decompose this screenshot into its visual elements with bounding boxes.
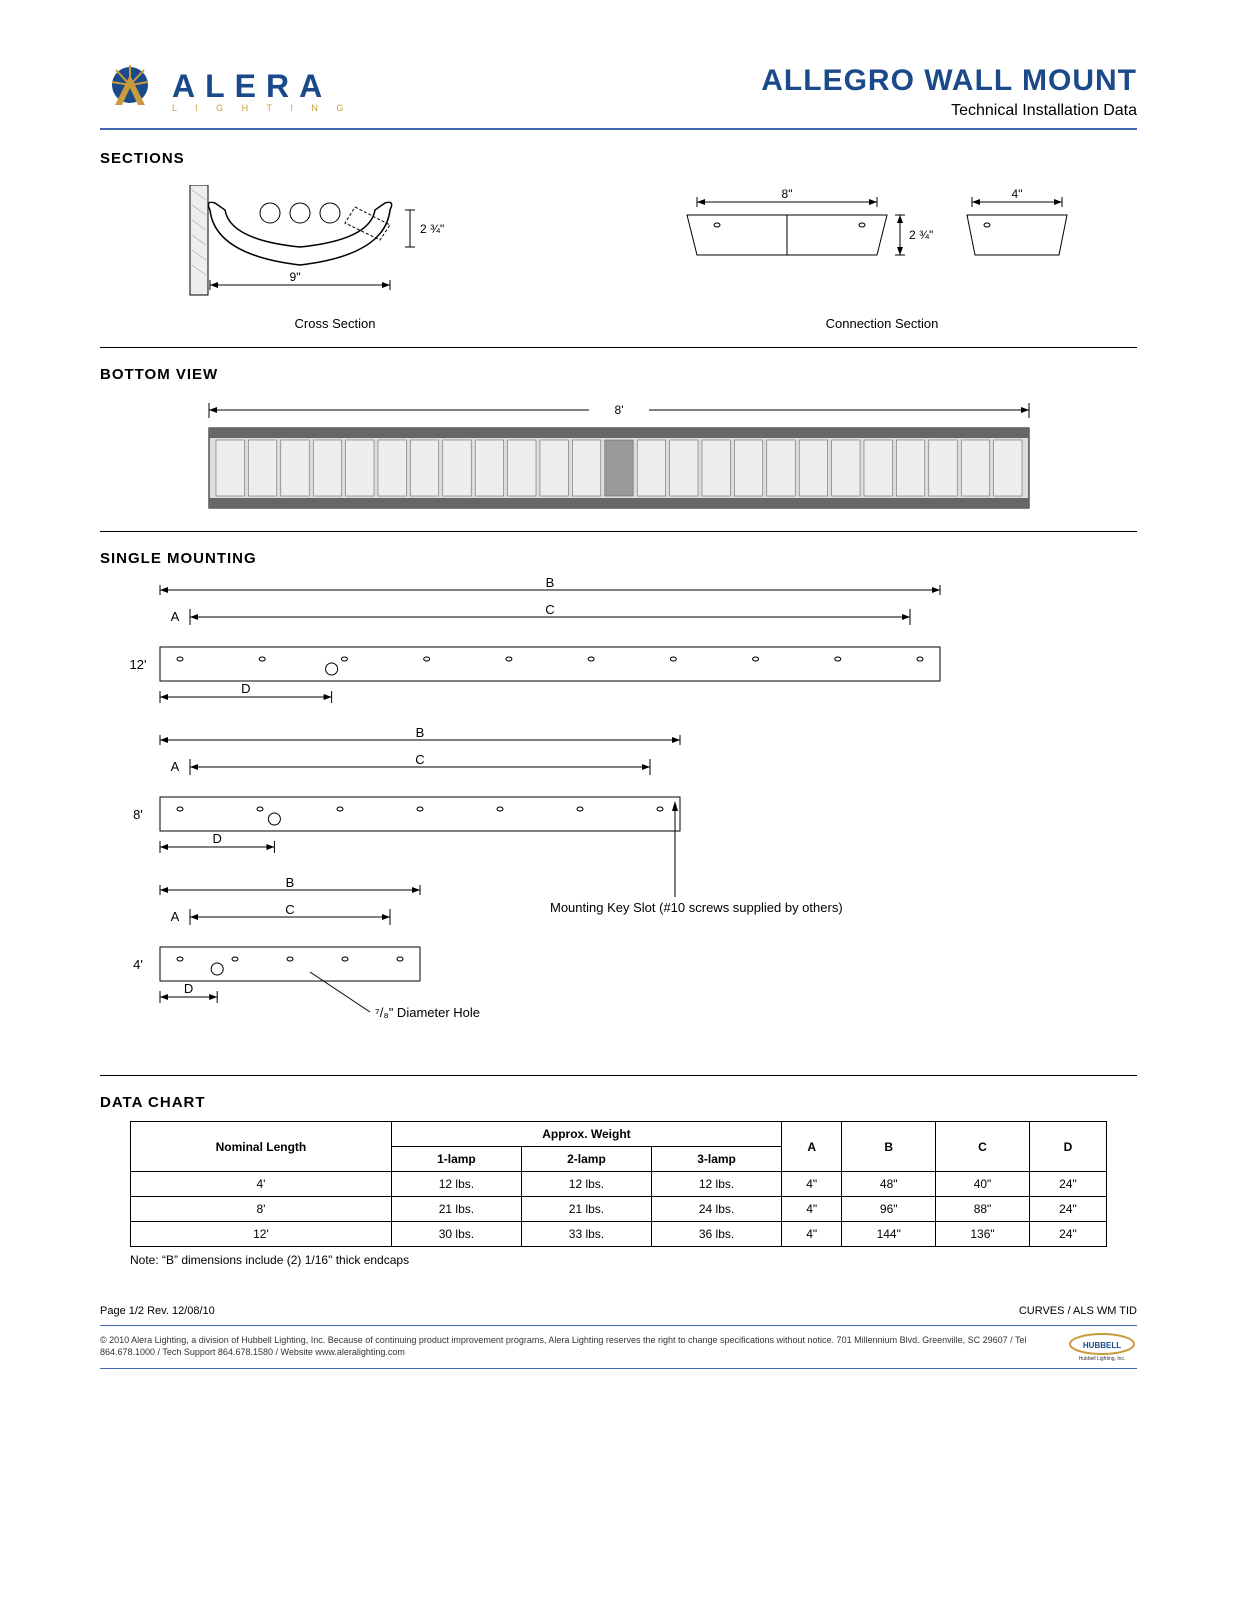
svg-text:C: C (545, 602, 554, 617)
mounting-diagram: B A C 12' D B A C 8' D B A C 4' D Mounting Key Slot (#… (120, 577, 1080, 1067)
col-a: A (782, 1122, 842, 1172)
svg-text:12': 12' (130, 657, 147, 672)
col-nominal: Nominal Length (131, 1122, 392, 1172)
svg-text:8': 8' (133, 807, 143, 822)
hubbell-logo-icon: HUBBELL Hubbell Lighting, Inc. (1067, 1332, 1137, 1362)
table-cell: 136" (936, 1222, 1030, 1247)
rule (100, 531, 1137, 532)
table-cell: 4" (782, 1197, 842, 1222)
table-cell: 24" (1029, 1197, 1106, 1222)
section-heading-mount: SINGLE MOUNTING (100, 550, 1137, 567)
table-cell: 30 lbs. (391, 1222, 521, 1247)
svg-text:B: B (546, 577, 555, 590)
table-cell: 24" (1029, 1172, 1106, 1197)
section-heading-chart: DATA CHART (100, 1094, 1137, 1111)
section-heading-bottom: BOTTOM VIEW (100, 366, 1137, 383)
col-weight: Approx. Weight (391, 1122, 781, 1147)
svg-text:B: B (416, 725, 425, 740)
table-cell: 40" (936, 1172, 1030, 1197)
svg-text:A: A (171, 759, 180, 774)
col-d: D (1029, 1122, 1106, 1172)
table-cell: 4" (782, 1222, 842, 1247)
conn-w2: 4" (1012, 187, 1023, 201)
bottom-length: 8' (614, 403, 623, 417)
table-row: 4'12 lbs.12 lbs.12 lbs.4"48"40"24" (131, 1172, 1107, 1197)
col-c: C (936, 1122, 1030, 1172)
table-cell: 4' (131, 1172, 392, 1197)
conn-h1: 2 ¾" (909, 228, 933, 242)
col-3lamp: 3-lamp (652, 1147, 782, 1172)
table-row: 8'21 lbs.21 lbs.24 lbs.4"96"88"24" (131, 1197, 1107, 1222)
svg-text:A: A (171, 609, 180, 624)
connection-section-caption: Connection Section (667, 316, 1097, 331)
logo-text: ALERA L I G H T I N G (172, 68, 351, 113)
doc-code: CURVES / ALS WM TID (1019, 1305, 1137, 1317)
legal-text: © 2010 Alera Lighting, a division of Hub… (100, 1335, 1047, 1358)
page: ALERA L I G H T I N G ALLEGRO WALL MOUNT… (0, 0, 1237, 1600)
svg-text:Hubbell Lighting, Inc.: Hubbell Lighting, Inc. (1079, 1356, 1126, 1362)
table-cell: 21 lbs. (521, 1197, 651, 1222)
table-cell: 36 lbs. (652, 1222, 782, 1247)
table-cell: 48" (842, 1172, 936, 1197)
table-cell: 88" (936, 1197, 1030, 1222)
table-cell: 24" (1029, 1222, 1106, 1247)
data-chart-table: Nominal Length Approx. Weight A B C D 1-… (130, 1121, 1107, 1247)
cross-height: 2 ¾" (420, 222, 444, 236)
page-title: ALLEGRO WALL MOUNT (761, 64, 1137, 98)
brand-name: ALERA (172, 68, 351, 105)
svg-text:C: C (415, 752, 424, 767)
svg-text:A: A (171, 909, 180, 924)
bottom-view-diagram: 8' (169, 393, 1069, 523)
rule (100, 347, 1137, 348)
footer-legal: © 2010 Alera Lighting, a division of Hub… (100, 1325, 1137, 1369)
data-chart-wrap: Nominal Length Approx. Weight A B C D 1-… (100, 1121, 1137, 1267)
table-cell: 21 lbs. (391, 1197, 521, 1222)
svg-text:D: D (213, 831, 222, 846)
page-subtitle: Technical Installation Data (761, 102, 1137, 120)
svg-text:D: D (241, 681, 250, 696)
brand-tagline: L I G H T I N G (172, 103, 351, 113)
conn-w1: 8" (782, 187, 793, 201)
chart-note: Note: “B” dimensions include (2) 1/16" t… (130, 1253, 1107, 1267)
keyslot-label: Mounting Key Slot (#10 screws supplied b… (550, 900, 843, 915)
section-heading-sections: SECTIONS (100, 150, 1137, 167)
table-cell: 144" (842, 1222, 936, 1247)
cross-section-diagram: 2 ¾" 9" Cross Section (180, 185, 490, 331)
svg-text:B: B (286, 875, 295, 890)
page-rev: Page 1/2 Rev. 12/08/10 (100, 1305, 215, 1317)
table-row: 12'30 lbs.33 lbs.36 lbs.4"144"136"24" (131, 1222, 1107, 1247)
table-cell: 12 lbs. (391, 1172, 521, 1197)
svg-text:HUBBELL: HUBBELL (1083, 1341, 1121, 1350)
svg-text:4': 4' (133, 957, 143, 972)
sections-diagrams: 2 ¾" 9" Cross Section 8" (100, 177, 1137, 339)
table-cell: 8' (131, 1197, 392, 1222)
table-cell: 4" (782, 1172, 842, 1197)
table-cell: 24 lbs. (652, 1197, 782, 1222)
cross-section-caption: Cross Section (180, 316, 490, 331)
col-1lamp: 1-lamp (391, 1147, 521, 1172)
svg-text:D: D (184, 981, 193, 996)
table-cell: 12' (131, 1222, 392, 1247)
logo-block: ALERA L I G H T I N G (100, 60, 351, 120)
svg-text:C: C (285, 902, 294, 917)
cross-width: 9" (290, 270, 301, 284)
table-cell: 96" (842, 1197, 936, 1222)
diam-label: ⁷/₈" Diameter Hole (375, 1005, 480, 1020)
table-cell: 12 lbs. (521, 1172, 651, 1197)
footer-meta: Page 1/2 Rev. 12/08/10 CURVES / ALS WM T… (100, 1297, 1137, 1317)
table-header-row-1: Nominal Length Approx. Weight A B C D (131, 1122, 1107, 1147)
table-cell: 12 lbs. (652, 1172, 782, 1197)
table-cell: 33 lbs. (521, 1222, 651, 1247)
col-b: B (842, 1122, 936, 1172)
title-block: ALLEGRO WALL MOUNT Technical Installatio… (761, 64, 1137, 120)
rule (100, 1075, 1137, 1076)
header: ALERA L I G H T I N G ALLEGRO WALL MOUNT… (100, 60, 1137, 130)
connection-section-diagram: 8" 2 ¾" 4" Connection Section (667, 185, 1097, 331)
col-2lamp: 2-lamp (521, 1147, 651, 1172)
alera-logo-icon (100, 60, 160, 120)
